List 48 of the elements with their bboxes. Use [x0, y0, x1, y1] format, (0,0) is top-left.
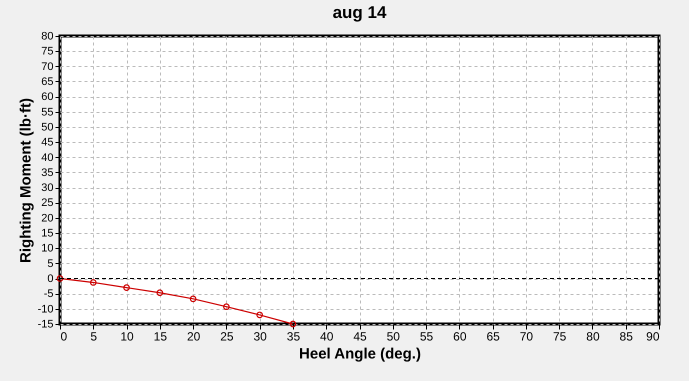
y-tick-label: -10: [38, 303, 54, 316]
x-axis-title: Heel Angle (deg.): [299, 346, 421, 362]
y-tick-label: 10: [41, 242, 54, 255]
y-tick-label: 80: [41, 30, 54, 42]
point: [156, 289, 164, 296]
y-axis-title: Righting Moment (lb·ft): [18, 98, 35, 263]
y-tick-label: 70: [41, 60, 54, 73]
y-tick-label: 45: [41, 136, 54, 149]
point: [223, 303, 230, 310]
x-tick-label: 90: [646, 330, 660, 344]
x-tick-label: 50: [386, 330, 400, 344]
x-tick-label: 55: [420, 330, 434, 344]
y-tick-label: 35: [41, 166, 54, 179]
y-tick-label: 30: [41, 182, 54, 194]
x-tick-label: 15: [154, 330, 168, 344]
point: [256, 312, 264, 318]
y-tick-label: 40: [41, 152, 54, 164]
y-tick-label: 75: [41, 46, 54, 58]
x-tick-label: 25: [220, 330, 234, 344]
point: [190, 296, 196, 302]
x-tick-label: 80: [586, 330, 600, 344]
y-tick-label: 15: [41, 228, 54, 240]
x-tick-label: 30: [253, 330, 268, 344]
y-tick-label: 65: [41, 76, 54, 88]
x-tick-label: 65: [486, 330, 500, 344]
x-tick-label: 70: [520, 330, 534, 344]
y-tick-label: 60: [41, 91, 54, 104]
x-tick-label: 40: [320, 330, 334, 344]
x-tick-label: 5: [90, 330, 98, 344]
x-tick-label: 10: [120, 330, 134, 344]
y-tick-label: 0: [47, 273, 54, 286]
x-tick-label: 20: [186, 330, 201, 344]
y-tick-label: 55: [41, 106, 54, 118]
x-tick-label: 0: [60, 330, 68, 344]
chart-title: aug 14: [332, 3, 387, 22]
x-tick-label: 45: [353, 330, 367, 344]
point: [90, 279, 97, 286]
y-tick-label: 5: [47, 258, 54, 270]
y-tick-label: 25: [41, 197, 54, 210]
y-tick-label: 50: [41, 121, 54, 134]
x-tick-label: 60: [453, 330, 467, 344]
x-tick-label: 75: [552, 330, 567, 344]
y-tick-label: -5: [44, 288, 54, 300]
x-tick-label: 35: [286, 330, 300, 344]
y-tick-label: 20: [41, 212, 54, 224]
x-tick-label: 85: [620, 330, 634, 344]
point: [123, 284, 130, 291]
y-tick-label: -15: [38, 318, 54, 330]
